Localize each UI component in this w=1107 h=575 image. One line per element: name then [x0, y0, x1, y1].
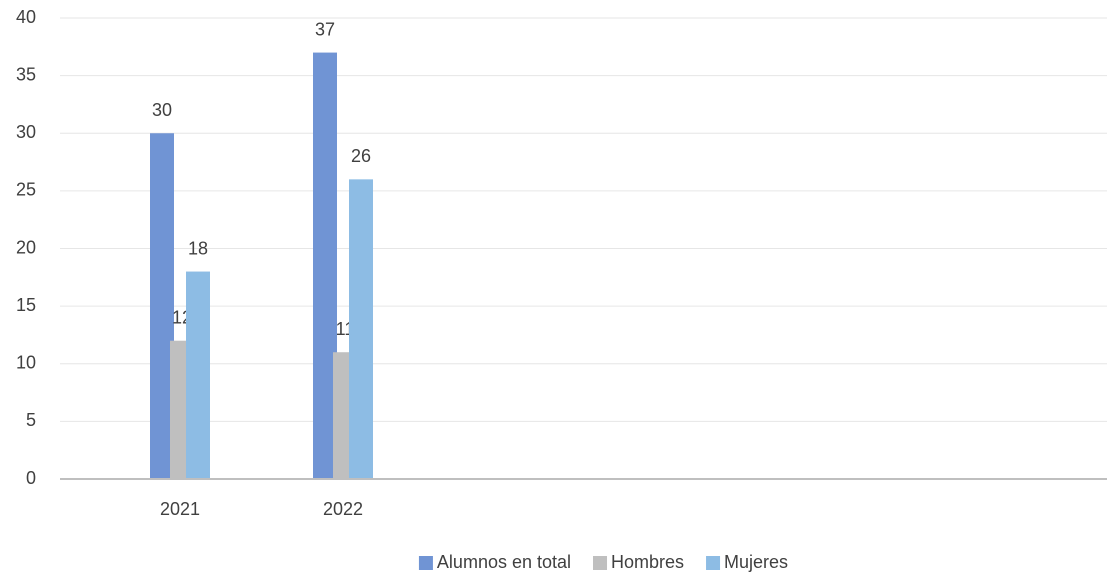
legend-swatch [593, 556, 608, 570]
legend: Alumnos en total Hombres Mujeres [418, 552, 788, 572]
data-label: 37 [315, 19, 335, 39]
y-tick-label: 15 [16, 295, 36, 315]
legend-label: Hombres [611, 552, 684, 572]
legend-swatch [706, 556, 721, 570]
legend-label: Mujeres [724, 552, 788, 572]
x-tick-label: 2022 [323, 499, 363, 519]
data-label: 30 [152, 100, 172, 120]
legend-label: Alumnos en total [437, 552, 571, 572]
bar [186, 271, 210, 479]
data-label: 18 [188, 238, 208, 258]
x-tick-label: 2021 [160, 499, 200, 519]
bar [349, 179, 373, 479]
legend-swatch [418, 556, 433, 570]
y-tick-label: 10 [16, 353, 36, 373]
y-tick-label: 40 [16, 7, 36, 27]
y-tick-label: 5 [26, 410, 36, 430]
y-tick-label: 35 [16, 64, 36, 84]
y-tick-label: 25 [16, 180, 36, 200]
y-tick-label: 0 [26, 468, 36, 488]
y-tick-label: 30 [16, 122, 36, 142]
data-label: 26 [351, 146, 371, 166]
y-tick-label: 20 [16, 237, 36, 257]
